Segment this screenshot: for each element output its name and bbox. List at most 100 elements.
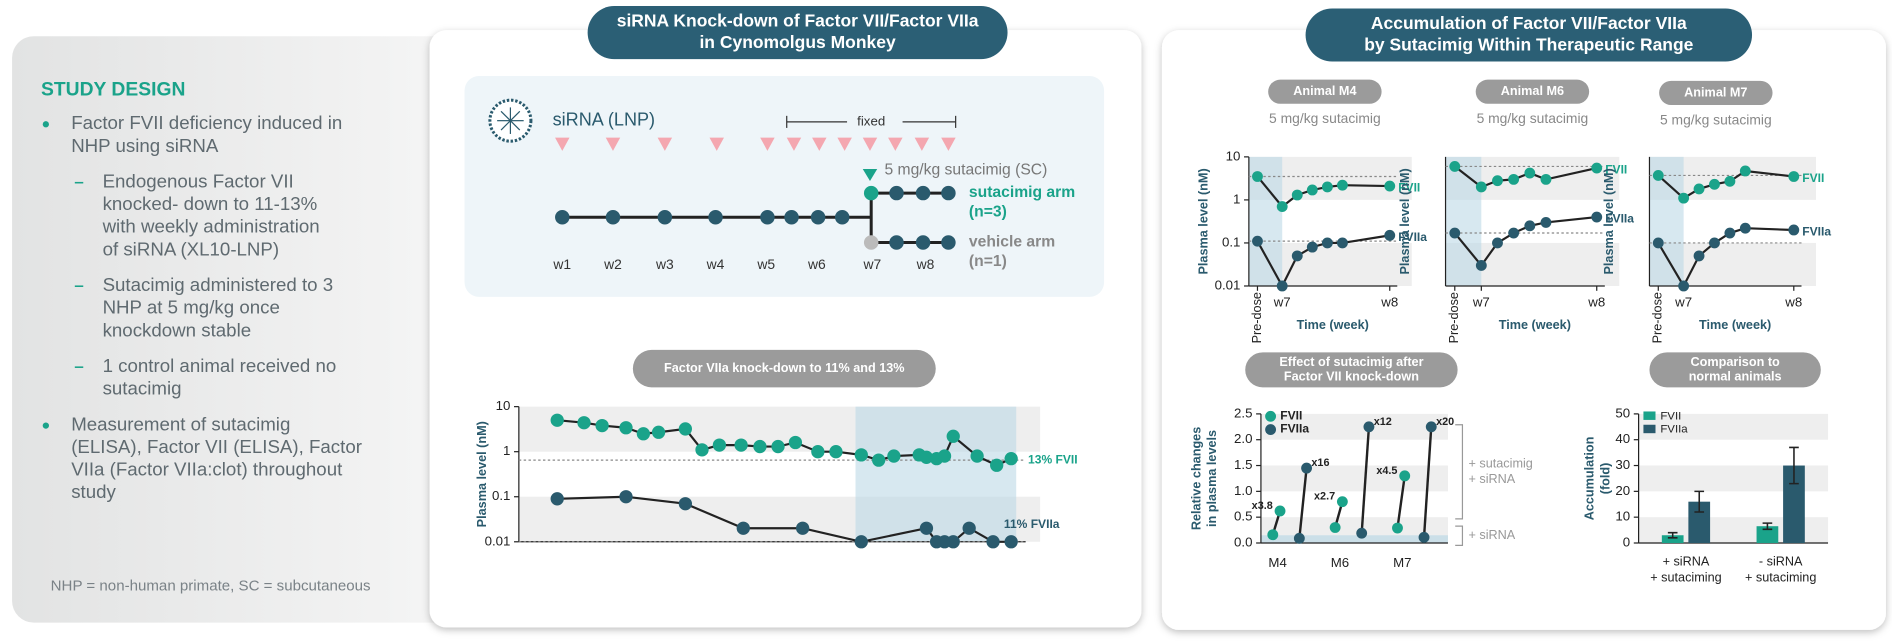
bullet	[42, 422, 49, 429]
timeline-dot	[555, 209, 570, 225]
data-point	[946, 429, 960, 443]
panel-title: siRNA Knock-down of Factor VII/Factor VI…	[617, 10, 979, 30]
y-tick-label: 1.5	[1234, 457, 1252, 472]
data-point	[1540, 216, 1552, 228]
y-tick-label: 10	[1226, 148, 1241, 163]
timeline-dot	[760, 209, 775, 225]
x-tick-label: M4	[1268, 555, 1286, 570]
reference-label: 11% FVIIa	[1004, 517, 1060, 531]
data-point	[1709, 178, 1720, 190]
data-point	[788, 435, 803, 450]
data-point	[970, 449, 984, 463]
bullet-text: study	[71, 481, 116, 502]
x-tick-label: + sutaciming	[1745, 570, 1816, 584]
week-label: w8	[916, 256, 935, 272]
sirna-dose	[888, 137, 903, 151]
x-tick-label: M7	[1393, 555, 1411, 570]
fixed-label: fixed	[857, 113, 885, 128]
section-heading: STUDY DESIGN	[41, 80, 185, 101]
arm-label: (n=3)	[969, 204, 1007, 221]
y-axis-label: Plasma level (nM)	[475, 421, 489, 527]
fold-label: x12	[1374, 416, 1392, 428]
chart-title-pill	[632, 349, 936, 388]
data-point	[854, 535, 868, 549]
x-tick-label: Pre-dose	[1447, 292, 1461, 343]
data-point	[1004, 535, 1018, 549]
timeline-dot	[784, 209, 799, 225]
sirna-dose	[709, 137, 724, 151]
schematic-label: siRNA (LNP)	[553, 109, 655, 129]
error-bar	[1762, 522, 1773, 531]
pair-line	[1298, 467, 1308, 539]
y-tick-label: 1	[503, 443, 510, 458]
y-axis-label: in plasma levels	[1205, 430, 1219, 527]
data-point	[1291, 189, 1303, 201]
data-point	[1276, 201, 1288, 213]
title-pill	[1305, 8, 1753, 62]
week-label: w4	[706, 256, 725, 272]
bullet	[42, 121, 49, 128]
data-point	[1274, 505, 1286, 517]
timeline-dot	[834, 209, 850, 225]
data-point	[651, 425, 666, 439]
data-point	[1418, 531, 1430, 543]
y-tick-label: 0.01	[485, 533, 511, 548]
legend-label: FVII	[1660, 410, 1681, 422]
chart-subtitle: 5 mg/kg sutacimig	[1660, 111, 1772, 127]
data-point	[1252, 235, 1263, 247]
data-point	[577, 416, 591, 430]
data-point	[678, 422, 693, 436]
timeline-dot	[941, 235, 956, 250]
arm-label: (n=1)	[969, 253, 1007, 270]
bracket	[1455, 424, 1464, 520]
chart-title-pill	[1268, 79, 1382, 104]
data-point	[1788, 224, 1800, 236]
chart-title: Effect of sutacimig after	[1279, 355, 1423, 369]
data-point	[1384, 229, 1396, 241]
data-point	[1425, 421, 1437, 433]
chart-title: Comparison to	[1690, 355, 1780, 369]
y-tick-label: 2.5	[1234, 405, 1252, 420]
fold-label: x3.8	[1252, 500, 1273, 512]
data-point	[1399, 470, 1411, 482]
bar	[1661, 535, 1684, 543]
data-point	[1540, 173, 1552, 185]
fixed-label-bg	[847, 112, 903, 132]
data-point	[678, 497, 693, 511]
bullet-text: NHP using siRNA	[71, 135, 219, 156]
data-point	[1291, 250, 1303, 262]
data-point	[1492, 175, 1503, 187]
sub-bullet-text: knockdown stable	[103, 319, 252, 340]
lnp-icon	[500, 120, 511, 131]
y-tick-label: 40	[1615, 431, 1630, 446]
x-tick-label: w7	[1472, 294, 1490, 309]
panel-title: in Cynomolgus Monkey	[699, 32, 896, 52]
x-tick-label: + siRNA	[1663, 555, 1710, 569]
sirna-dose	[812, 137, 827, 151]
week-label: w2	[603, 256, 622, 272]
week-label: w1	[552, 256, 571, 272]
data-point	[712, 438, 727, 452]
shaded-period	[1445, 156, 1482, 286]
lnp-icon	[500, 110, 511, 122]
data-point	[1384, 180, 1396, 192]
data-point	[1336, 496, 1348, 508]
data-point	[1363, 421, 1375, 433]
data-point	[1004, 452, 1018, 466]
title-pill	[587, 6, 1008, 60]
bracket-label: + siRNA	[1468, 528, 1515, 542]
data-point	[1449, 160, 1461, 172]
data-point	[919, 450, 934, 464]
y-tick-label: 10	[1615, 509, 1630, 524]
sirna-dose	[786, 137, 802, 151]
x-tick-label: w8	[1784, 294, 1802, 309]
data-point	[734, 438, 748, 452]
data-point	[1508, 227, 1520, 239]
timeline-dot	[915, 185, 931, 201]
week-label: w5	[756, 256, 775, 272]
week-label: w3	[655, 256, 674, 272]
data-point	[1276, 280, 1288, 292]
shaded-period	[855, 406, 1017, 542]
sub-bullet-text: sutacimig	[103, 378, 182, 399]
error-bar	[1789, 446, 1799, 485]
